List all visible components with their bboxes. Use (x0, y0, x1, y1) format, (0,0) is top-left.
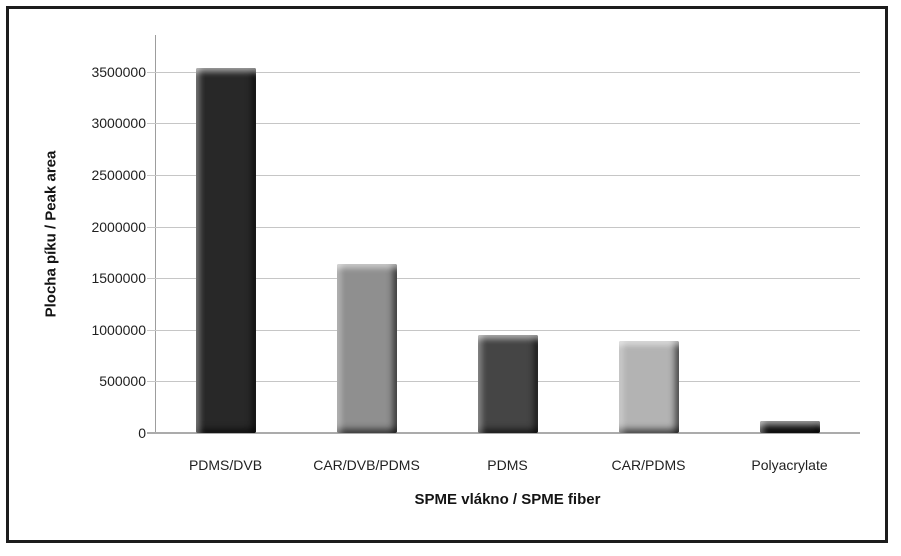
y-tick-label: 3500000 (91, 63, 146, 80)
x-axis-title: SPME vlákno / SPME fiber (414, 491, 601, 508)
chart-frame (6, 6, 888, 543)
category-label: CAR/DVB/PDMS (313, 457, 420, 473)
bar-pdms (477, 334, 538, 433)
bar-pdms-dvb (195, 67, 256, 433)
gridline (147, 278, 860, 280)
category-label: Polyacrylate (751, 457, 828, 473)
y-tick-label: 0 (138, 425, 146, 441)
x-axis-line (147, 432, 860, 434)
y-tick-label: 1500000 (91, 270, 146, 287)
bar-polyacrylate (759, 421, 820, 433)
bar-car-pdms (618, 341, 679, 433)
category-label: PDMS/DVB (188, 457, 263, 473)
gridline (147, 71, 860, 73)
y-tick-label: 2500000 (91, 167, 146, 183)
gridline (147, 226, 860, 228)
bar-car-dvb-pdms (336, 263, 397, 433)
y-tick-label: 1000000 (91, 321, 146, 338)
gridline (147, 329, 860, 331)
gridline (147, 123, 860, 125)
y-tick-label: 500000 (99, 373, 146, 390)
y-tick-label: 2000000 (91, 218, 146, 235)
y-axis-line (155, 35, 156, 434)
category-label: CAR/PDMS (611, 457, 686, 473)
y-tick-label: 3000000 (91, 115, 146, 132)
gridline (147, 175, 860, 176)
category-label: PDMS (487, 457, 528, 473)
